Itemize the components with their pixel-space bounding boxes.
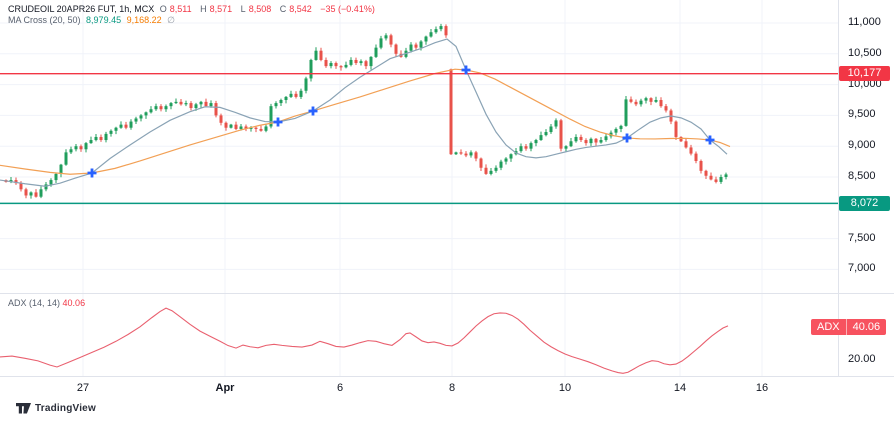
adx-badge-divider — [845, 319, 847, 335]
tradingview-logo-icon — [16, 403, 31, 414]
price-axis[interactable]: 11,000 10,500 10,000 9,500 9,000 8,500 7,500 7,… — [838, 0, 894, 376]
price-tick: 9,500 — [848, 108, 876, 121]
price-tick: 7,000 — [848, 262, 876, 275]
symbol-legend-row[interactable]: CRUDEOIL 20APR26 FUT, 1h, MCX O 8,511 H 8,… — [8, 4, 378, 15]
time-tick: 16 — [755, 382, 769, 394]
price-level-badge-10177: 10,177 — [839, 66, 890, 82]
price-change: −35 (−0.41%) — [320, 4, 375, 14]
adx-value: 40.06 — [62, 298, 86, 308]
time-tick: 8 — [448, 382, 456, 394]
ma-slow-value: 9,168.22 — [126, 15, 162, 25]
adx-label: ADX (14, 14) — [8, 298, 61, 308]
candlestick-series — [4, 23, 728, 199]
tradingview-watermark[interactable]: TradingView — [16, 403, 96, 414]
tradingview-brand-text: TradingView — [35, 403, 96, 414]
price-tick: 9,000 — [848, 139, 876, 152]
adx-value-badge: ADX 40.06 — [811, 319, 887, 335]
symbol-title: CRUDEOIL 20APR26 FUT, 1h, MCX — [8, 4, 155, 14]
gridlines — [0, 0, 838, 376]
time-tick: 27 — [76, 382, 90, 394]
ma-slow-line — [0, 68, 731, 175]
adx-axis-tick-20: 20.00 — [848, 353, 876, 365]
ohlc-high: H 8,571 — [200, 4, 233, 14]
adx-badge-value: 40.06 — [852, 321, 881, 333]
time-tick: 6 — [336, 382, 344, 394]
ma-cross-null-value: ∅ — [167, 15, 176, 25]
ohlc-low: L 8,508 — [240, 4, 272, 14]
price-level-badge-8072: 8,072 — [839, 195, 890, 211]
price-tick: 10,500 — [848, 46, 882, 59]
ma-cross-legend-row[interactable]: MA Cross (20, 50) 8,979.45 9,168.22 ∅ — [8, 15, 378, 26]
time-tick: 14 — [673, 382, 687, 394]
price-tick: 11,000 — [848, 16, 881, 28]
chart-legend[interactable]: CRUDEOIL 20APR26 FUT, 1h, MCX O 8,511 H 8,… — [8, 4, 378, 26]
ma-fast-value: 8,979.45 — [86, 15, 122, 25]
ma-cross-markers — [87, 65, 715, 178]
time-tick: Apr — [215, 382, 235, 394]
adx-line — [0, 307, 729, 374]
ma-cross-label: MA Cross (20, 50) — [8, 15, 81, 25]
time-axis[interactable]: 27 Apr 6 8 10 14 16 — [0, 377, 838, 400]
price-tick: 8,500 — [848, 170, 876, 182]
adx-legend-row[interactable]: ADX (14, 14) 40.06 — [8, 298, 85, 308]
ma-fast-line — [0, 38, 728, 187]
ohlc-open: O 8,511 — [159, 4, 192, 14]
ohlc-close: C 8,542 — [279, 4, 312, 14]
time-tick: 10 — [558, 382, 572, 394]
adx-badge-name: ADX — [817, 321, 840, 333]
price-tick: 7,500 — [848, 231, 876, 244]
